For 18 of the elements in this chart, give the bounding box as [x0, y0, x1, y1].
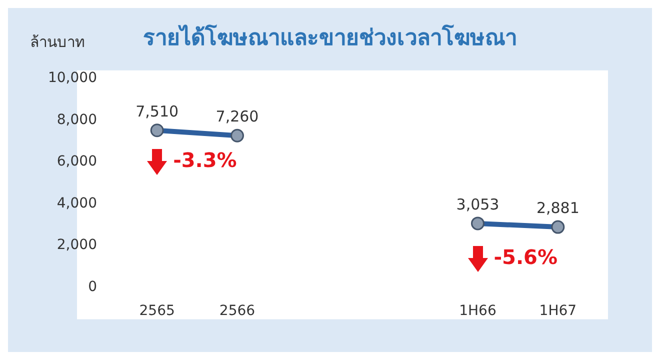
- x-tick-label: 2565: [139, 303, 175, 320]
- chart-title: รายได้โฆษณาและขายช่วงเวลาโฆษณา: [143, 26, 517, 51]
- y-tick-label: 6,000: [56, 154, 97, 170]
- data-label: 2,881: [536, 199, 580, 218]
- x-tick-label: 1H67: [539, 303, 577, 320]
- annotation: -5.6%: [494, 245, 558, 270]
- y-tick-label: 4,000: [56, 195, 97, 212]
- data-label: 3,053: [456, 195, 500, 214]
- y-tick-label: 0: [88, 278, 97, 295]
- y-tick-label: 2,000: [56, 237, 97, 254]
- y-tick-label: 10,000: [48, 70, 97, 86]
- y-tick-label: 8,000: [56, 112, 97, 128]
- data-label: 7,510: [136, 102, 179, 120]
- annotation: -3.3%: [173, 148, 237, 172]
- data-label: 7,260: [216, 108, 259, 126]
- x-tick-label: 1H66: [459, 303, 496, 320]
- y-axis-title: ล้านบาท: [30, 32, 85, 53]
- x-tick-label: 2566: [219, 303, 256, 320]
